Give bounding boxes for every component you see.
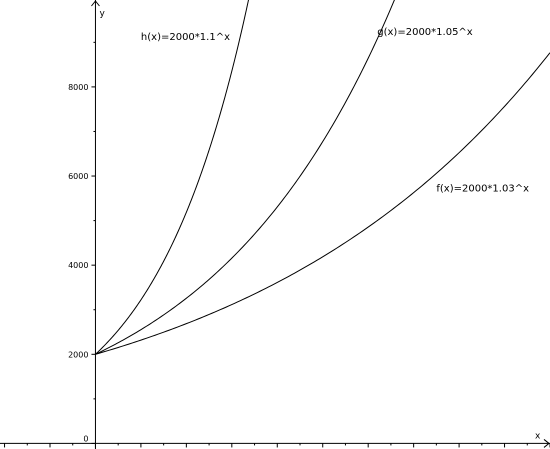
function-label-h: h(x)=2000*1.1^x [141, 32, 230, 43]
y-axis-arrow [91, 0, 100, 7]
x-axis-ticks: −5051015202530354045 [4, 443, 550, 448]
y-tick-label: 4000 [68, 261, 88, 270]
function-label-g: g(x)=2000*1.05^x [377, 27, 473, 38]
y-axis-ticks: 0 2000 4000 6000 8000 [68, 41, 96, 444]
x-axis-label: x [535, 431, 541, 441]
y-tick-label: 2000 [68, 350, 88, 359]
function-label-f: f(x)=2000*1.03^x [436, 184, 529, 195]
function-labels: h(x)=2000*1.1^x g(x)=2000*1.05^x f(x)=20… [141, 27, 529, 195]
y-tick-label: 6000 [68, 172, 88, 181]
curve-series-2 [95, 52, 550, 355]
x-axis-arrow [543, 439, 550, 448]
y-tick-label: 0 [83, 434, 88, 443]
curve-series-0 [95, 0, 249, 355]
curves [95, 0, 550, 355]
y-axis-label: y [99, 9, 105, 19]
curve-series-1 [95, 0, 395, 355]
y-tick-label: 8000 [68, 83, 88, 92]
